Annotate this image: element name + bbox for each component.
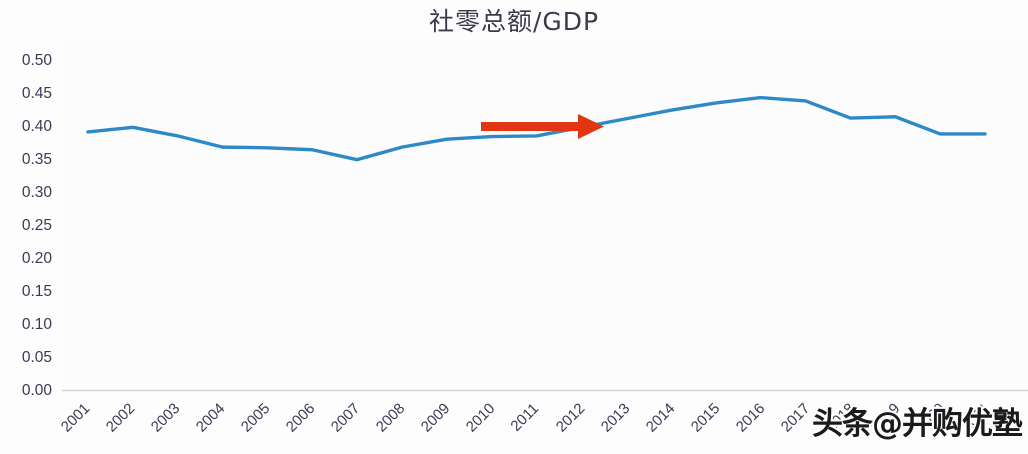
chart-title: 社零总额/GDP [428,7,600,36]
y-axis-tick-label: 0.15 [21,283,52,300]
plot-background [62,40,1028,390]
y-axis-tick-label: 0.45 [21,85,52,102]
y-axis-tick-label: 0.35 [21,151,52,168]
y-axis-tick-label: 0.05 [21,349,52,366]
y-axis-tick-label: 0.00 [21,382,52,399]
watermark: 头条@并购优塾 [812,406,1023,442]
y-axis-tick-label: 0.40 [21,118,52,135]
upward-trend-arrow-icon [481,114,604,139]
y-axis-tick-label: 0.30 [21,184,52,201]
y-axis-tick-label: 0.50 [21,52,52,69]
y-axis-tick-label: 0.10 [21,316,52,333]
y-axis-tick-label: 0.25 [21,217,52,234]
y-axis-tick-label: 0.20 [21,250,52,267]
data-series-line [86,95,987,162]
